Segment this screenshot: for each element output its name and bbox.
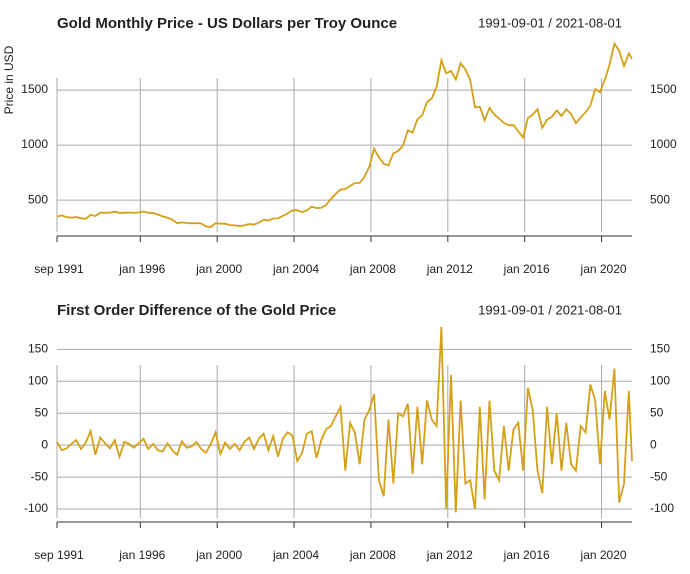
x-tick-label: jan 2004 xyxy=(272,262,319,276)
price-line xyxy=(56,41,633,228)
y-tick-label-right: -50 xyxy=(650,469,668,483)
x-tick-label: jan 2000 xyxy=(195,262,242,276)
y-tick-label: -100 xyxy=(24,501,48,515)
x-tick-label: jan 2020 xyxy=(580,262,627,276)
x-tick-label: jan 2020 xyxy=(580,548,627,562)
y-tick-label-right: 500 xyxy=(650,192,670,206)
y-tick-label-right: 50 xyxy=(650,405,664,419)
x-tick-label: jan 2016 xyxy=(503,548,550,562)
x-tick-label: jan 2000 xyxy=(195,548,242,562)
x-tick-label: sep 1991 xyxy=(34,262,84,276)
x-tick-label: jan 1996 xyxy=(118,262,165,276)
chart-title: First Order Difference of the Gold Price xyxy=(57,302,336,319)
y-tick-label: 1000 xyxy=(21,137,48,151)
x-tick-label: jan 2016 xyxy=(503,262,550,276)
chart-title: Gold Monthly Price - US Dollars per Troy… xyxy=(57,15,397,32)
x-tick-label: jan 2012 xyxy=(426,262,473,276)
y-tick-label: 0 xyxy=(41,437,48,451)
y-tick-label: -50 xyxy=(31,469,49,483)
x-tick-label: jan 2008 xyxy=(349,548,396,562)
y-tick-label: 500 xyxy=(28,192,48,206)
y-tick-label: 150 xyxy=(28,342,48,356)
y-tick-label-right: 100 xyxy=(650,373,670,387)
y-tick-label: 100 xyxy=(28,373,48,387)
date-range: 1991-09-01 / 2021-08-01 xyxy=(478,15,622,30)
y-tick-label-right: 1500 xyxy=(650,82,677,96)
y-tick-label-right: -100 xyxy=(650,501,674,515)
y-tick-label-right: 150 xyxy=(650,342,670,356)
price-line xyxy=(56,326,633,513)
y-tick-label-right: 0 xyxy=(650,437,657,451)
y-tick-label-right: 1000 xyxy=(650,137,677,151)
date-range: 1991-09-01 / 2021-08-01 xyxy=(478,302,622,317)
x-tick-label: jan 2004 xyxy=(272,548,319,562)
y-axis-label: Price in USD xyxy=(2,45,16,114)
y-tick-label: 50 xyxy=(35,405,49,419)
x-tick-label: jan 2012 xyxy=(426,548,473,562)
x-tick-label: jan 2008 xyxy=(349,262,396,276)
y-tick-label: 1500 xyxy=(21,82,48,96)
x-tick-label: jan 1996 xyxy=(118,548,165,562)
x-tick-label: sep 1991 xyxy=(34,548,84,562)
